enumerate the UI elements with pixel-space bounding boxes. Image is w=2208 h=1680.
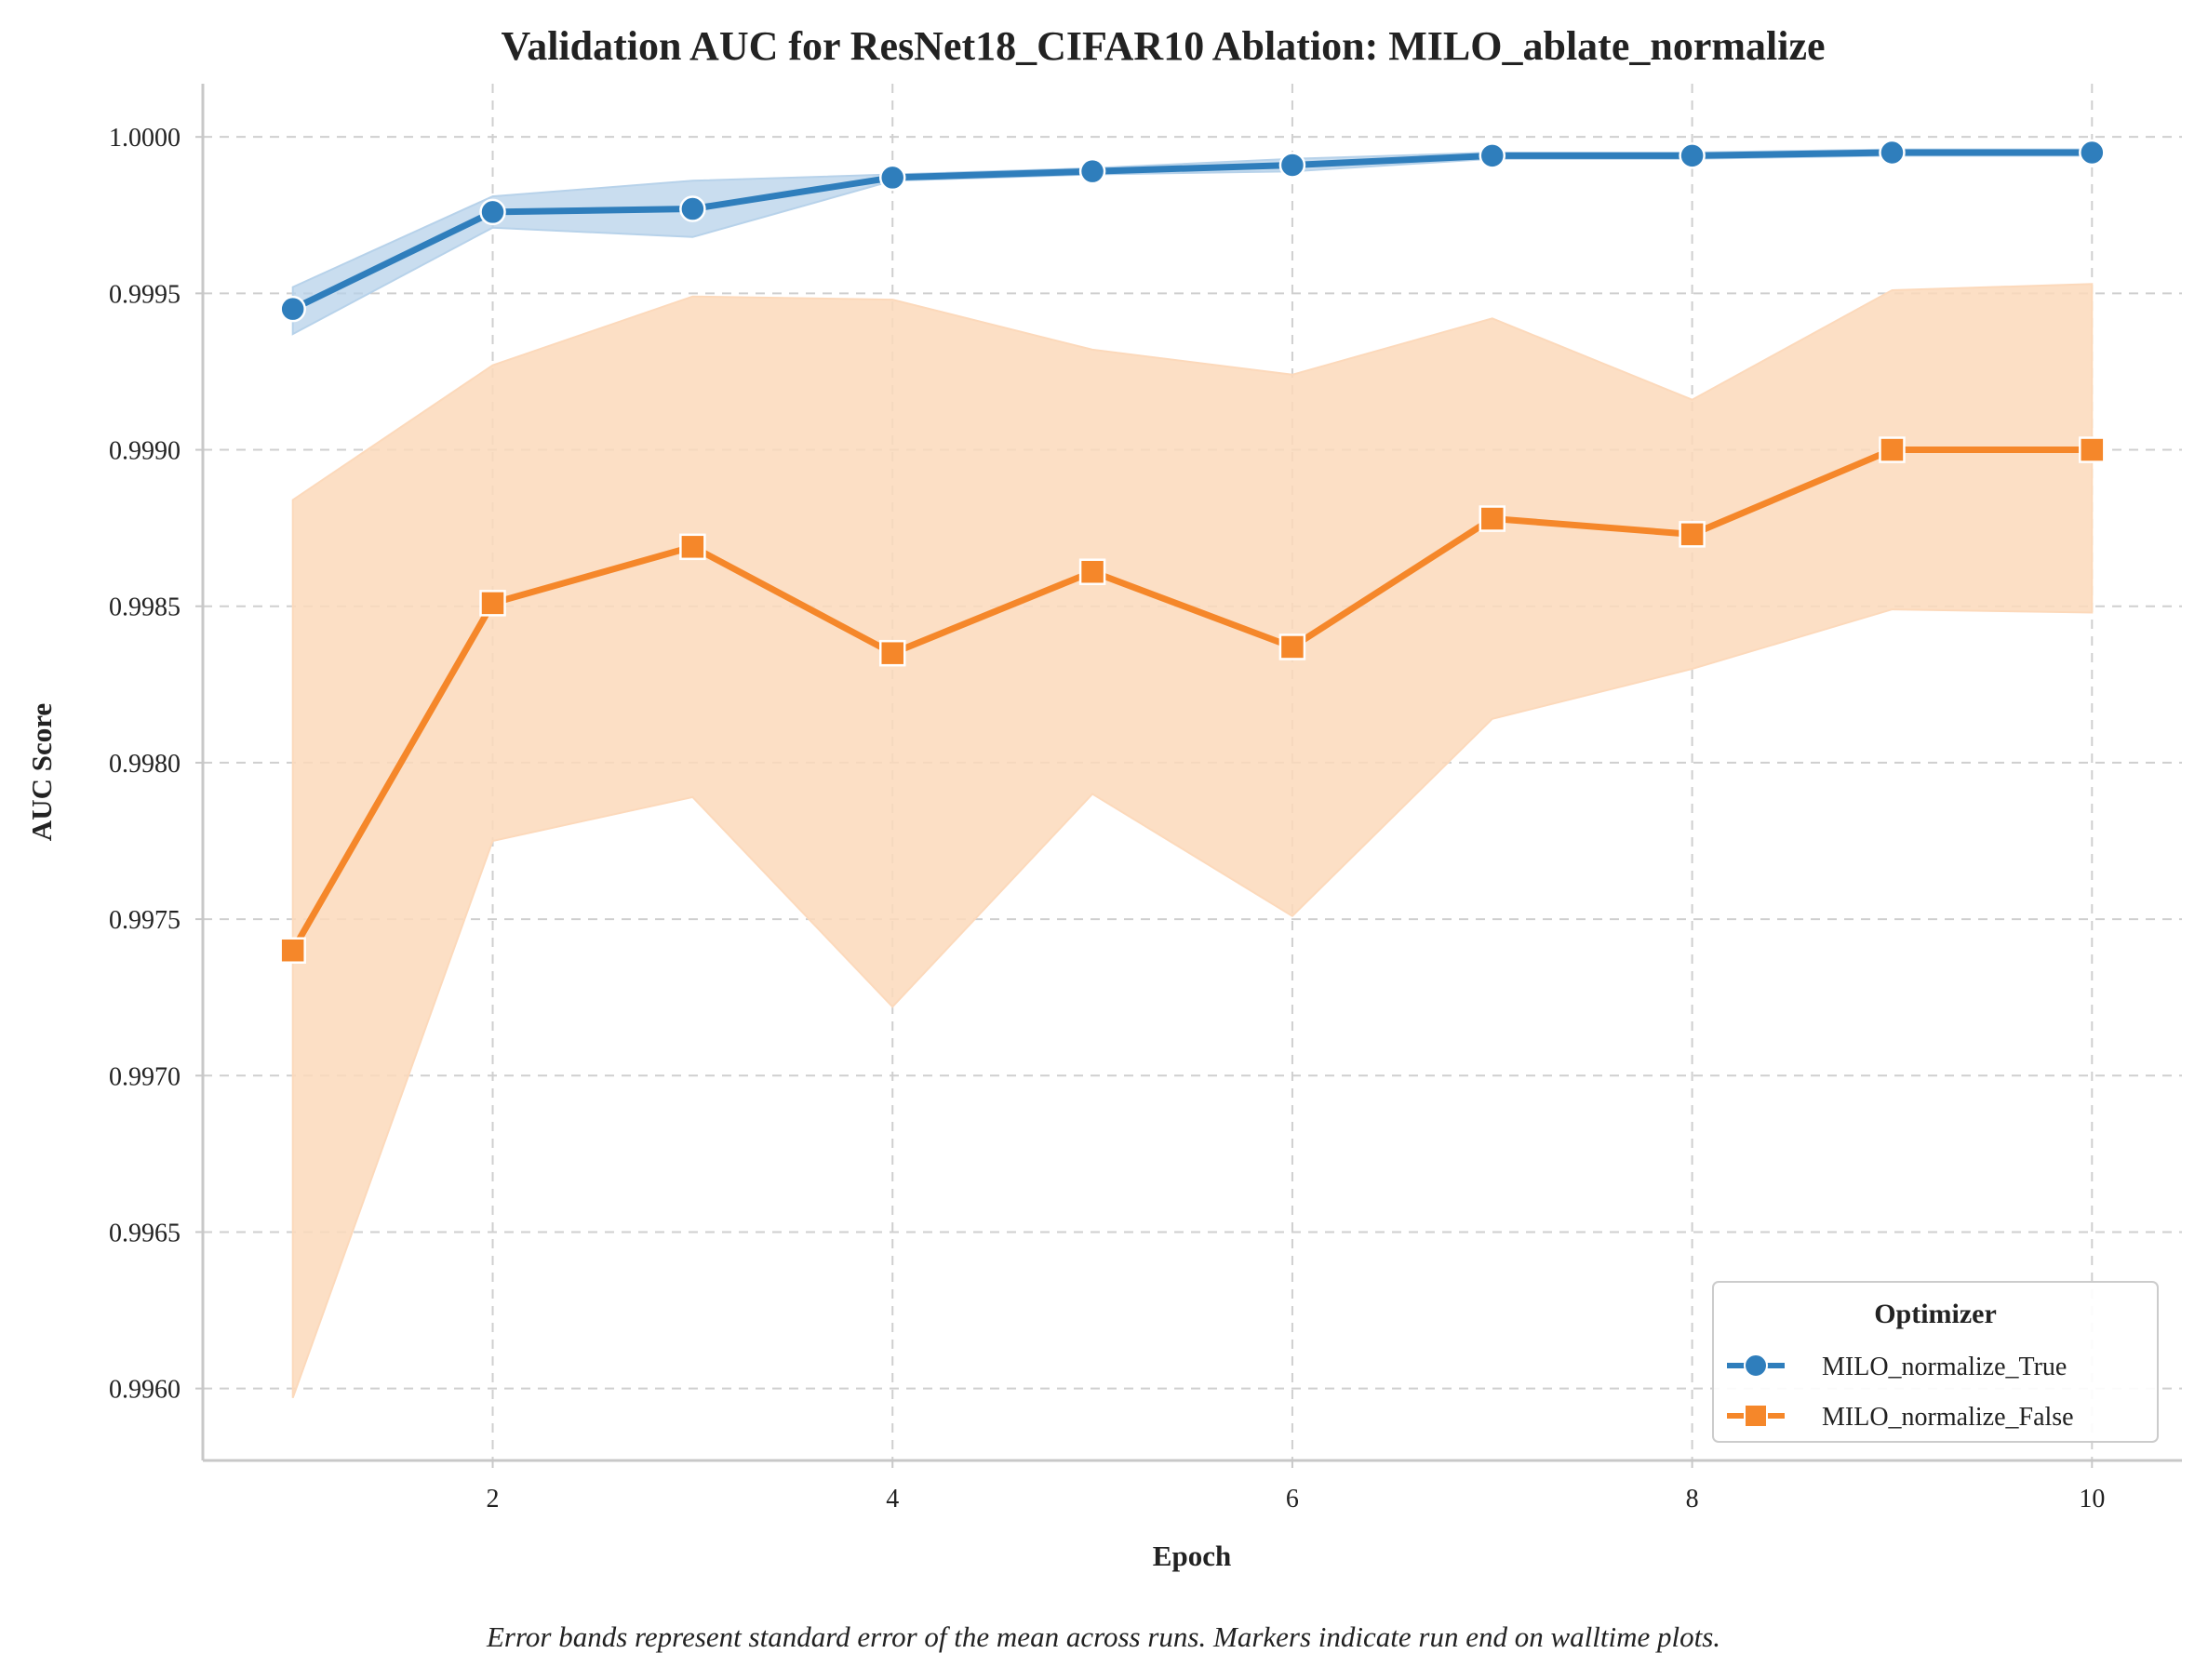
milo-normalize-true-legend-label: MILO_normalize_True: [1822, 1353, 2067, 1381]
y-tick-label: 0.9990: [109, 437, 181, 466]
milo-normalize-false-error-band: [291, 283, 2094, 1399]
series-lines: [289, 149, 2095, 954]
milo-normalize-false-point: [878, 639, 906, 667]
legend-entries: MILO_normalize_True MILO_normalize_False: [1727, 1353, 2074, 1432]
y-tick-label: 1.0000: [109, 124, 181, 153]
series-markers: [279, 139, 2106, 964]
milo-normalize-false-point: [679, 533, 706, 561]
milo-normalize-true-point: [279, 295, 306, 323]
milo-normalize-true-point: [1679, 142, 1706, 169]
legend: Optimizer MILO_normalize_TrueMILO_normal…: [1712, 1281, 2159, 1443]
milo-normalize-true-line: [289, 149, 2095, 313]
tick-labels: 2 4 6 8 10 0.9960 0.9965 0.9970 0.9975 0.9980 0.99…: [109, 124, 2105, 1513]
chart-caption: Error bands represent standard error of …: [486, 1620, 1720, 1653]
y-tick-label: 0.9980: [109, 750, 181, 779]
milo-normalize-true-point: [1078, 157, 1106, 185]
y-tick-label: 0.9985: [109, 593, 181, 622]
x-axis-label: Epoch: [1153, 1540, 1231, 1572]
milo-normalize-true-point: [878, 164, 906, 192]
x-tick-label: 6: [1286, 1485, 1299, 1513]
x-tick-label: 10: [2079, 1485, 2105, 1513]
axes: [201, 84, 2182, 1462]
milo-normalize-false-point: [479, 590, 506, 617]
milo-normalize-true-point: [479, 198, 506, 226]
milo-normalize-true-point: [1479, 142, 1506, 169]
x-tick-label: 4: [886, 1485, 899, 1513]
chart-title: Validation AUC for ResNet18_CIFAR10 Abla…: [501, 23, 1825, 69]
milo-normalize-false-point: [1879, 436, 1906, 463]
milo-normalize-false-point: [279, 937, 306, 964]
y-tick-label: 0.9975: [109, 906, 181, 935]
milo-normalize-false-point: [1078, 558, 1106, 585]
milo-normalize-false-legend-marker: [1744, 1404, 1768, 1428]
y-tick-label: 0.9960: [109, 1376, 181, 1405]
milo-normalize-false-legend-label: MILO_normalize_False: [1822, 1403, 2074, 1432]
y-axis-label: AUC Score: [25, 703, 58, 841]
legend-title: Optimizer: [1874, 1299, 1997, 1329]
milo-normalize-false-line: [289, 447, 2095, 954]
milo-normalize-false-point: [2079, 436, 2106, 463]
y-tick-label: 0.9995: [109, 280, 181, 309]
milo-normalize-false-point: [1679, 521, 1706, 548]
milo-normalize-true-point: [1879, 139, 1906, 167]
x-tick-label: 2: [487, 1485, 500, 1513]
legend-box: [1712, 1281, 2159, 1443]
milo-normalize-true-point: [679, 195, 706, 222]
milo-normalize-true-point: [1278, 152, 1306, 179]
milo-normalize-false-point: [1278, 633, 1306, 660]
y-tick-label: 0.9965: [109, 1219, 181, 1247]
y-tick-label: 0.9970: [109, 1062, 181, 1091]
milo-normalize-true-legend-marker: [1744, 1353, 1768, 1378]
milo-normalize-true-point: [2079, 139, 2106, 167]
x-tick-label: 8: [1686, 1485, 1699, 1513]
milo-normalize-false-point: [1479, 505, 1506, 532]
